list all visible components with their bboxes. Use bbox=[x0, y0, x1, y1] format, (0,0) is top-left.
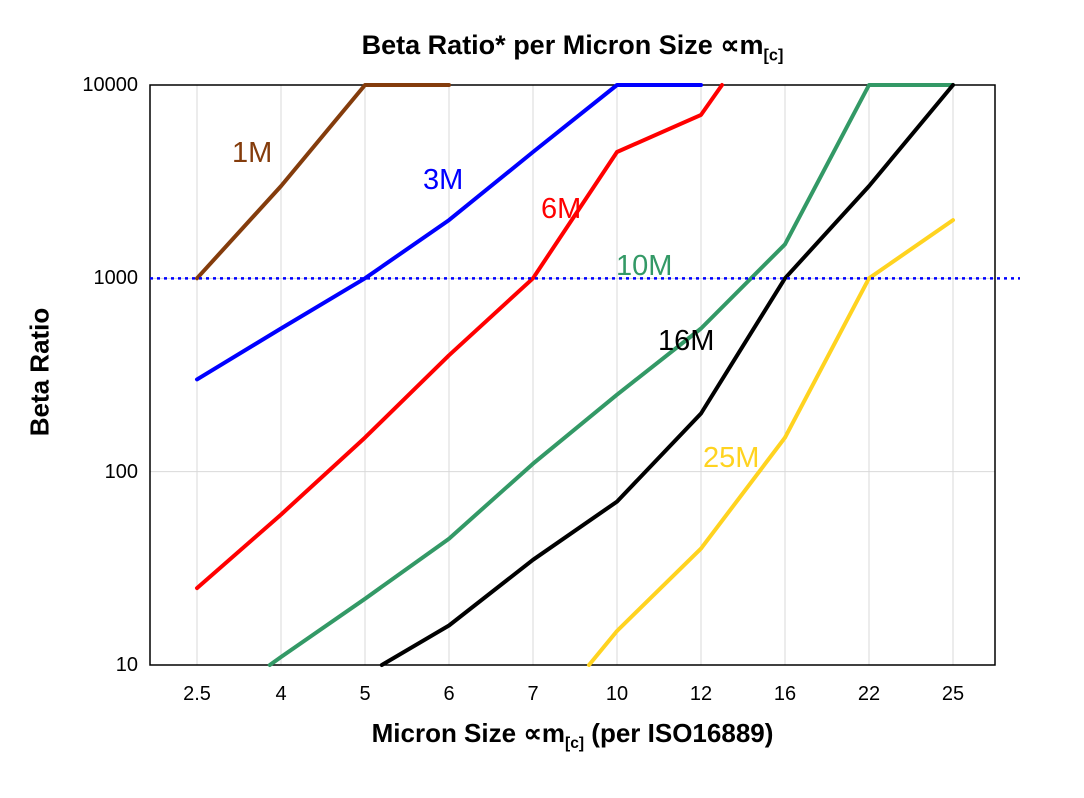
y-tick-label: 1000 bbox=[93, 267, 139, 290]
series-line-3M bbox=[195, 83, 703, 382]
y-tick-label: 10000 bbox=[82, 74, 138, 96]
y-tick-label: 10 bbox=[115, 654, 138, 676]
x-axis-title: Micron Size ∝m[c] (per ISO16889) bbox=[150, 718, 995, 753]
x-tick-label: 7 bbox=[527, 683, 539, 705]
series-line-6M bbox=[195, 83, 724, 591]
series-label-1M: 1M bbox=[232, 137, 273, 169]
x-axis-title-suffix: (per ISO16889) bbox=[584, 718, 774, 748]
chart-title-text: Beta Ratio* per Micron Size bbox=[361, 30, 721, 60]
x-axis-prop-symbol: ∝m bbox=[523, 718, 566, 748]
series-label-16M: 16M bbox=[658, 325, 715, 357]
chart-title: Beta Ratio* per Micron Size ∝m[c] bbox=[150, 30, 995, 65]
x-tick-label: 16 bbox=[773, 683, 797, 705]
chart-title-prop-symbol: ∝m bbox=[720, 30, 764, 60]
chart-title-subscript: [c] bbox=[763, 46, 784, 65]
x-tick-label: 12 bbox=[689, 683, 713, 705]
y-axis-title: Beta Ratio bbox=[24, 307, 55, 437]
plot-border bbox=[149, 84, 996, 666]
x-tick-label: 5 bbox=[359, 683, 371, 705]
x-tick-label: 2.5 bbox=[183, 683, 211, 705]
series-label-3M: 3M bbox=[423, 164, 464, 196]
series-label-25M: 25M bbox=[703, 442, 760, 474]
series-line-10M bbox=[267, 83, 955, 667]
series-label-6M: 6M bbox=[541, 193, 582, 225]
x-tick-label: 6 bbox=[443, 683, 455, 705]
series-label-10M: 10M bbox=[616, 250, 673, 282]
series-line-25M bbox=[587, 218, 955, 667]
series-line-16M bbox=[379, 83, 955, 667]
x-axis-subscript: [c] bbox=[565, 735, 585, 753]
y-tick-label: 100 bbox=[104, 460, 138, 483]
x-axis-title-text: Micron Size bbox=[371, 718, 524, 748]
x-tick-label: 10 bbox=[605, 683, 629, 705]
series-line-1M bbox=[195, 83, 451, 281]
x-tick-label: 4 bbox=[275, 683, 287, 705]
x-tick-label: 25 bbox=[941, 683, 965, 705]
x-tick-label: 22 bbox=[857, 683, 881, 705]
